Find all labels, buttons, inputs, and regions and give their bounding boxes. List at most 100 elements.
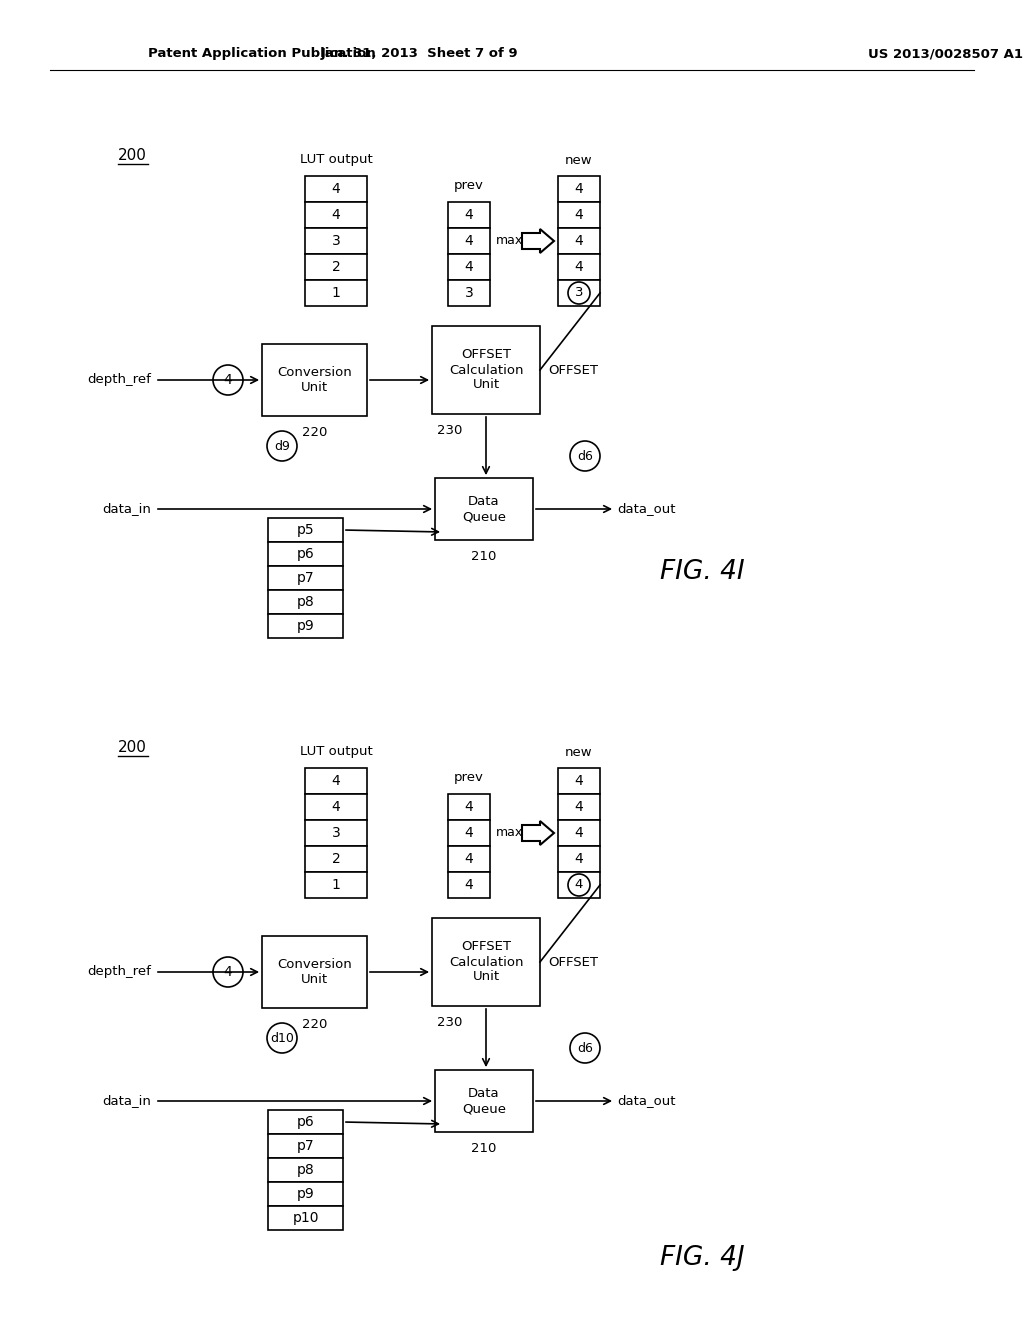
Text: Conversion
Unit: Conversion Unit bbox=[278, 366, 352, 393]
Bar bbox=[558, 846, 600, 873]
Bar bbox=[305, 176, 367, 202]
Bar bbox=[435, 478, 534, 540]
Text: 4: 4 bbox=[465, 234, 473, 248]
Text: d9: d9 bbox=[274, 440, 290, 453]
Text: 4: 4 bbox=[332, 774, 340, 788]
Text: p6: p6 bbox=[297, 1115, 314, 1129]
Bar bbox=[449, 202, 490, 228]
Text: 4: 4 bbox=[574, 260, 584, 275]
Text: LUT output: LUT output bbox=[300, 746, 373, 759]
Text: p10: p10 bbox=[292, 1210, 318, 1225]
Text: OFFSET: OFFSET bbox=[548, 956, 598, 969]
Text: p7: p7 bbox=[297, 1139, 314, 1152]
Text: p7: p7 bbox=[297, 572, 314, 585]
Bar bbox=[268, 590, 343, 614]
Text: p6: p6 bbox=[297, 546, 314, 561]
Text: 200: 200 bbox=[118, 149, 146, 164]
Text: max: max bbox=[496, 826, 523, 840]
Text: 4: 4 bbox=[223, 965, 232, 979]
Text: 4: 4 bbox=[574, 234, 584, 248]
Text: FIG. 4I: FIG. 4I bbox=[660, 558, 744, 585]
Bar bbox=[449, 873, 490, 898]
Text: 4: 4 bbox=[332, 182, 340, 195]
Circle shape bbox=[267, 432, 297, 461]
Text: 230: 230 bbox=[437, 1015, 463, 1028]
Text: 2: 2 bbox=[332, 851, 340, 866]
Text: 2: 2 bbox=[332, 260, 340, 275]
Text: d6: d6 bbox=[578, 1041, 593, 1055]
Text: d10: d10 bbox=[270, 1031, 294, 1044]
Text: 4: 4 bbox=[465, 826, 473, 840]
Circle shape bbox=[213, 957, 243, 987]
Text: 4: 4 bbox=[574, 209, 584, 222]
Text: FIG. 4J: FIG. 4J bbox=[660, 1245, 744, 1271]
Bar bbox=[305, 202, 367, 228]
Text: depth_ref: depth_ref bbox=[87, 374, 151, 387]
Text: 4: 4 bbox=[465, 800, 473, 814]
Text: 4: 4 bbox=[332, 209, 340, 222]
Text: OFFSET
Calculation
Unit: OFFSET Calculation Unit bbox=[449, 940, 523, 983]
Text: Patent Application Publication: Patent Application Publication bbox=[148, 48, 376, 61]
Bar bbox=[432, 326, 540, 414]
Bar bbox=[432, 917, 540, 1006]
Text: data_in: data_in bbox=[102, 503, 151, 516]
Text: US 2013/0028507 A1: US 2013/0028507 A1 bbox=[868, 48, 1023, 61]
Bar bbox=[268, 1206, 343, 1230]
Bar bbox=[558, 228, 600, 253]
Text: 3: 3 bbox=[332, 826, 340, 840]
Bar bbox=[558, 820, 600, 846]
Bar bbox=[558, 795, 600, 820]
Text: 1: 1 bbox=[332, 878, 340, 892]
Bar bbox=[449, 253, 490, 280]
Bar bbox=[268, 517, 343, 543]
Text: new: new bbox=[565, 153, 593, 166]
Text: 4: 4 bbox=[465, 878, 473, 892]
Text: 220: 220 bbox=[302, 1018, 328, 1031]
Bar bbox=[449, 846, 490, 873]
Text: 230: 230 bbox=[437, 424, 463, 437]
Text: 4: 4 bbox=[574, 774, 584, 788]
Text: 4: 4 bbox=[574, 879, 584, 891]
Bar bbox=[449, 820, 490, 846]
Text: 200: 200 bbox=[118, 741, 146, 755]
Circle shape bbox=[570, 1034, 600, 1063]
Text: prev: prev bbox=[454, 180, 484, 193]
Text: data_in: data_in bbox=[102, 1094, 151, 1107]
Bar bbox=[305, 280, 367, 306]
Text: data_out: data_out bbox=[617, 503, 676, 516]
Bar bbox=[305, 795, 367, 820]
Bar bbox=[449, 228, 490, 253]
Text: 4: 4 bbox=[465, 851, 473, 866]
Bar bbox=[558, 280, 600, 306]
Bar bbox=[558, 176, 600, 202]
Text: depth_ref: depth_ref bbox=[87, 965, 151, 978]
Bar bbox=[262, 936, 367, 1008]
Bar bbox=[262, 345, 367, 416]
Text: p8: p8 bbox=[297, 595, 314, 609]
Bar bbox=[449, 795, 490, 820]
Circle shape bbox=[568, 282, 590, 304]
Text: OFFSET
Calculation
Unit: OFFSET Calculation Unit bbox=[449, 348, 523, 392]
Text: 3: 3 bbox=[465, 286, 473, 300]
Bar bbox=[305, 768, 367, 795]
Text: new: new bbox=[565, 746, 593, 759]
Text: p5: p5 bbox=[297, 523, 314, 537]
Text: 4: 4 bbox=[465, 209, 473, 222]
Bar bbox=[305, 820, 367, 846]
Circle shape bbox=[568, 874, 590, 896]
Bar bbox=[268, 1158, 343, 1181]
Bar bbox=[305, 253, 367, 280]
Text: Jan. 31, 2013  Sheet 7 of 9: Jan. 31, 2013 Sheet 7 of 9 bbox=[322, 48, 519, 61]
Circle shape bbox=[213, 366, 243, 395]
Bar bbox=[268, 1110, 343, 1134]
Text: Data
Queue: Data Queue bbox=[462, 495, 506, 523]
Text: LUT output: LUT output bbox=[300, 153, 373, 166]
Text: 4: 4 bbox=[574, 800, 584, 814]
Circle shape bbox=[570, 441, 600, 471]
Bar bbox=[268, 1134, 343, 1158]
Text: 3: 3 bbox=[574, 286, 584, 300]
Text: 220: 220 bbox=[302, 425, 328, 438]
Bar bbox=[305, 873, 367, 898]
Text: p9: p9 bbox=[297, 1187, 314, 1201]
Polygon shape bbox=[522, 821, 554, 845]
